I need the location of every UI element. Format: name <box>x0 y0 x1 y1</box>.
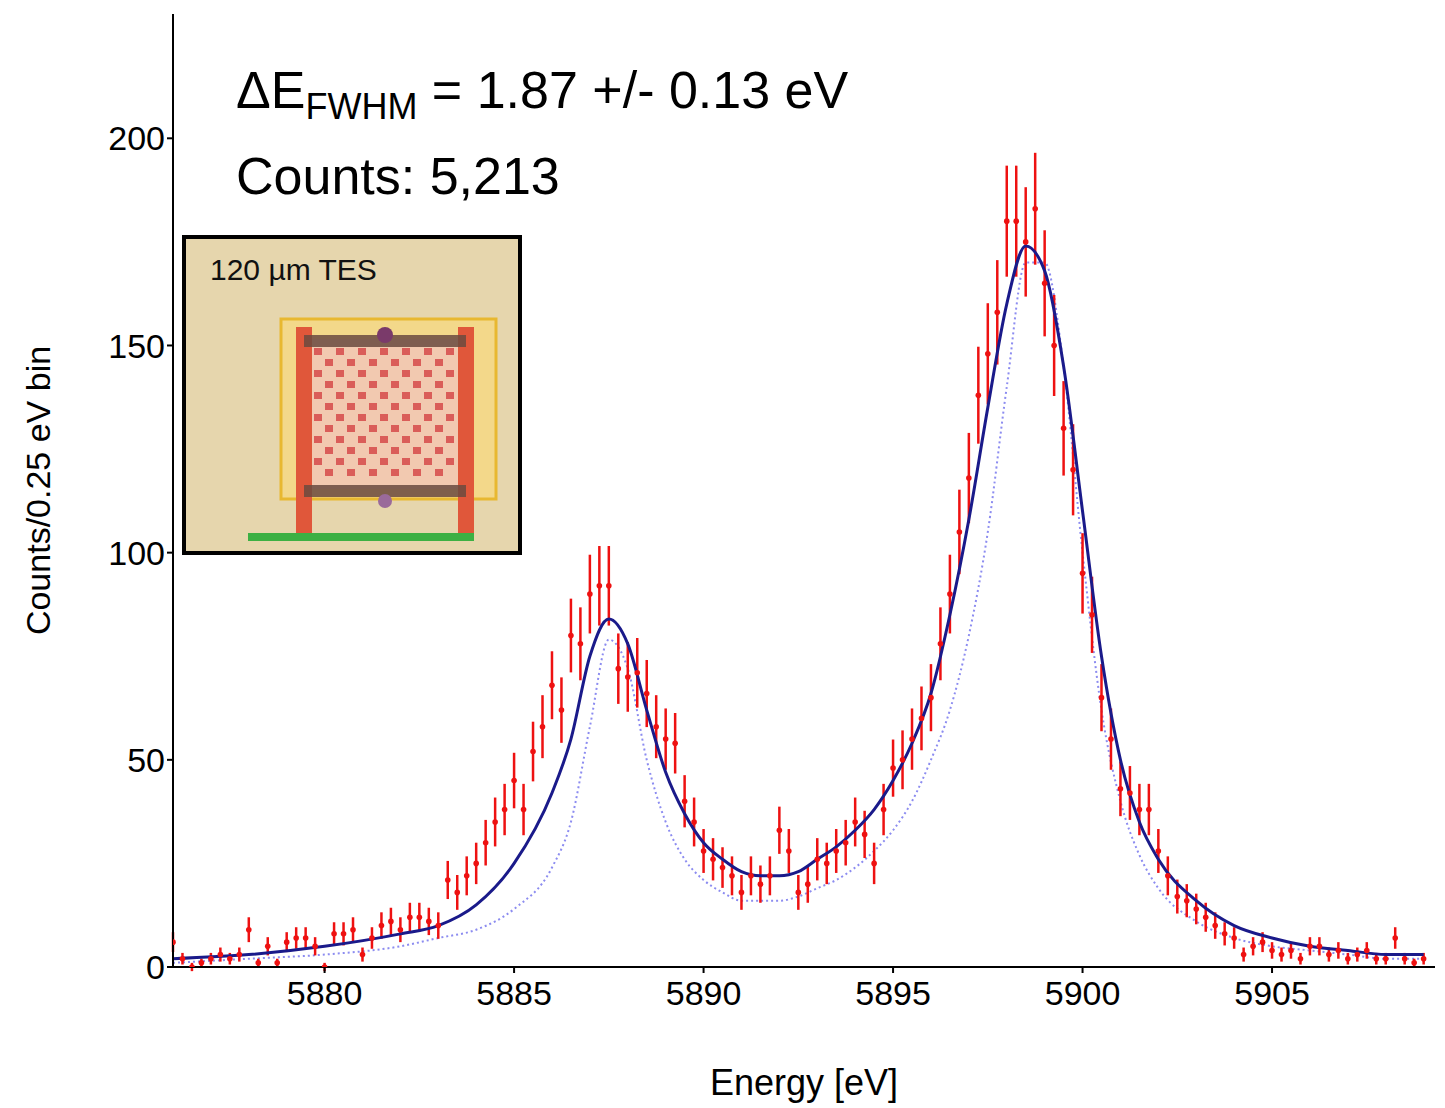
svg-text:5905: 5905 <box>1234 974 1310 1012</box>
svg-text:5885: 5885 <box>476 974 552 1012</box>
svg-text:5890: 5890 <box>666 974 742 1012</box>
html-text:Counts: 5,213: Counts: 5,213 <box>236 147 560 205</box>
svg-text:200: 200 <box>108 119 165 157</box>
svg-text:5880: 5880 <box>287 974 363 1012</box>
svg-text:100: 100 <box>108 534 165 572</box>
svg-text:Energy [eV]: Energy [eV] <box>710 1062 898 1103</box>
svg-text:Counts/0.25 eV bin: Counts/0.25 eV bin <box>19 346 57 635</box>
svg-text:50: 50 <box>127 741 165 779</box>
html-text:120 µm TES: 120 µm TES <box>210 253 377 286</box>
svg-text:5900: 5900 <box>1045 974 1121 1012</box>
svg-text:150: 150 <box>108 327 165 365</box>
svg-text:5895: 5895 <box>855 974 931 1012</box>
svg-text:0: 0 <box>146 948 165 986</box>
html-text:ΔEFWHM = 1.87 +/- 0.13 eV: ΔEFWHM = 1.87 +/- 0.13 eV <box>236 61 849 128</box>
